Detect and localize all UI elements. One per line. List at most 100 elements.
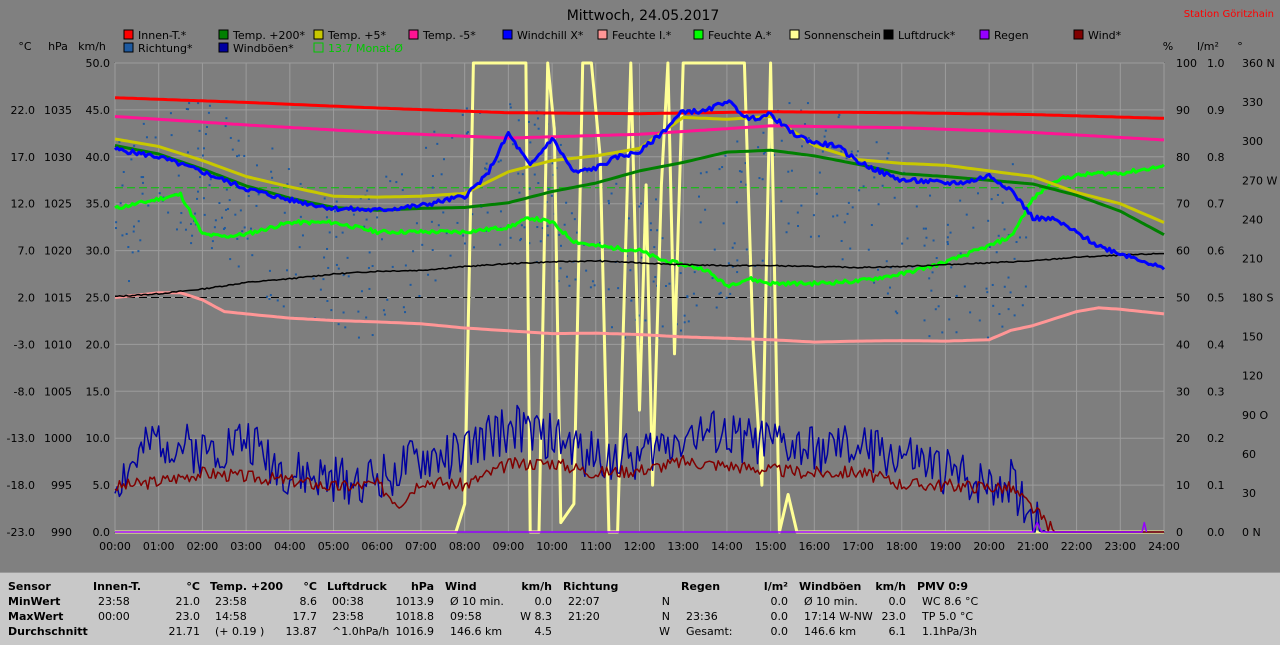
direction-point xyxy=(509,103,512,106)
direction-point xyxy=(653,246,656,249)
direction-point xyxy=(780,200,783,203)
tick-label-humidity: 100 xyxy=(1176,57,1197,70)
direction-point xyxy=(132,225,135,228)
direction-point xyxy=(823,135,826,138)
direction-point xyxy=(327,266,330,269)
direction-point xyxy=(996,193,999,196)
direction-point xyxy=(855,154,858,157)
tick-label-temp: 2.0 xyxy=(18,292,36,305)
direction-point xyxy=(167,211,170,214)
direction-point xyxy=(365,218,368,221)
direction-point xyxy=(229,136,232,139)
direction-point xyxy=(473,246,476,249)
direction-point xyxy=(668,282,671,285)
tick-label-time: 15:00 xyxy=(755,540,787,553)
direction-point xyxy=(431,249,434,252)
column-header: PMV 0:9 xyxy=(917,580,969,593)
direction-point xyxy=(735,201,738,204)
direction-point xyxy=(511,143,514,146)
direction-point xyxy=(299,215,302,218)
column-unit: km/h xyxy=(521,580,552,593)
cell-value: W xyxy=(659,625,670,638)
direction-point xyxy=(1001,201,1004,204)
direction-point xyxy=(269,294,272,297)
direction-point xyxy=(840,150,843,153)
direction-point xyxy=(537,182,540,185)
direction-point xyxy=(367,197,370,200)
direction-point xyxy=(298,246,301,249)
direction-point xyxy=(629,269,632,272)
direction-point xyxy=(862,185,865,188)
cell-value: 23.0 xyxy=(881,610,907,623)
legend-label: Temp. +200* xyxy=(232,29,306,42)
direction-point xyxy=(119,202,122,205)
direction-point xyxy=(718,292,721,295)
direction-point xyxy=(137,220,140,223)
direction-point xyxy=(162,196,165,199)
cell-value: 21.71 xyxy=(168,625,201,638)
direction-point xyxy=(236,237,239,240)
tick-label-humidity: 30 xyxy=(1176,385,1190,398)
direction-point xyxy=(535,110,538,113)
tick-label-rain: 0.9 xyxy=(1207,104,1225,117)
tick-label-rain: 0.1 xyxy=(1207,479,1225,492)
direction-point xyxy=(557,280,560,283)
direction-point xyxy=(207,111,210,114)
direction-point xyxy=(565,275,568,278)
tick-label-time: 21:00 xyxy=(1017,540,1049,553)
direction-point xyxy=(328,231,331,234)
tick-label-wind: 40.0 xyxy=(86,151,111,164)
direction-point xyxy=(357,336,360,339)
legend-swatch xyxy=(789,29,800,40)
tick-label-pressure: 1020 xyxy=(44,245,72,258)
direction-point xyxy=(699,221,702,224)
direction-point xyxy=(197,190,200,193)
tick-label-time: 18:00 xyxy=(886,540,918,553)
direction-point xyxy=(115,221,118,224)
direction-point xyxy=(817,235,820,238)
direction-point xyxy=(679,329,682,332)
direction-point xyxy=(928,277,931,280)
direction-point xyxy=(985,287,988,290)
cell-label: 23:58 xyxy=(332,610,364,623)
direction-point xyxy=(404,311,407,314)
legend-swatch xyxy=(408,29,419,40)
tick-label-wind: 45.0 xyxy=(86,104,111,117)
direction-point xyxy=(624,336,627,339)
direction-point xyxy=(738,170,741,173)
tick-label-rain: 0.2 xyxy=(1207,432,1225,445)
direction-point xyxy=(837,116,840,119)
direction-point xyxy=(552,173,555,176)
direction-point xyxy=(821,150,824,153)
cell-value: 0.0 xyxy=(770,625,789,638)
direction-point xyxy=(565,201,568,204)
direction-point xyxy=(357,310,360,313)
summary-column: Windböen km/h Ø 10 min. 0.0 17:14 W-NW 23.0 14… xyxy=(794,573,906,645)
tick-label-temp: -3.0 xyxy=(14,338,35,351)
series-line-temp-5 xyxy=(114,115,1165,142)
direction-point xyxy=(875,141,878,144)
column-header: Richtung xyxy=(563,580,619,593)
tick-label-temp: 12.0 xyxy=(11,198,36,211)
legend-label: Temp. -5* xyxy=(422,29,476,42)
direction-point xyxy=(894,310,897,313)
tick-label-humidity: 90 xyxy=(1176,104,1190,117)
direction-point xyxy=(465,132,468,135)
direction-point xyxy=(955,294,958,297)
direction-point xyxy=(266,295,269,298)
tick-label-humidity: 50 xyxy=(1176,292,1190,305)
direction-point xyxy=(744,162,747,165)
direction-point xyxy=(294,273,297,276)
direction-point xyxy=(745,183,748,186)
direction-point xyxy=(644,319,647,322)
direction-point xyxy=(568,284,571,287)
direction-point xyxy=(131,251,134,254)
summary-column: Richtung 22:07 N 21:20 N W xyxy=(558,573,670,645)
direction-point xyxy=(145,136,148,139)
direction-point xyxy=(627,217,630,220)
direction-point xyxy=(225,188,228,191)
direction-point xyxy=(727,262,730,265)
direction-point xyxy=(589,286,592,289)
direction-point xyxy=(395,181,398,184)
direction-point xyxy=(158,192,161,195)
